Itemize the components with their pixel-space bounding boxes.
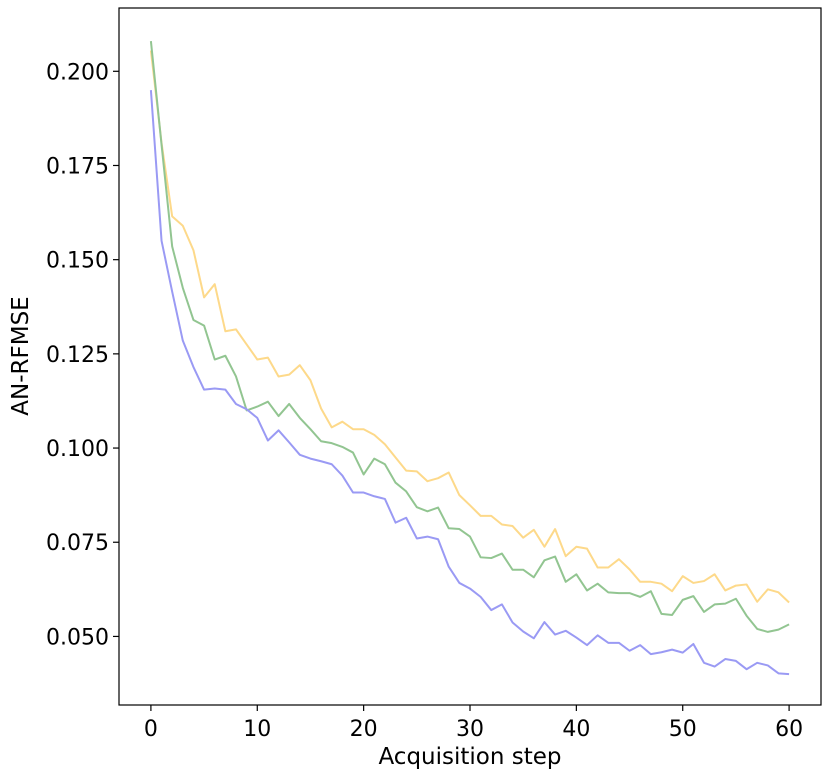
y-tick-label: 0.200 xyxy=(46,60,109,85)
series-line-1 xyxy=(149,50,790,604)
x-tick-label: 40 xyxy=(562,717,590,742)
y-tick-label: 0.150 xyxy=(46,249,109,274)
x-tick-label: 30 xyxy=(456,717,484,742)
y-axis-label: AN-RFMSE xyxy=(8,296,34,415)
x-tick-label: 10 xyxy=(243,717,271,742)
y-tick-label: 0.125 xyxy=(46,343,109,368)
x-tick-label: 20 xyxy=(350,717,378,742)
y-tick-label: 0.050 xyxy=(46,625,109,650)
y-axis: 0.050 0.075 0.100 0.125 0.150 0.175 0.200 xyxy=(46,60,119,650)
x-tick-label: 50 xyxy=(669,717,697,742)
series-line-2 xyxy=(149,41,790,633)
x-axis-label: Acquisition step xyxy=(378,744,561,770)
y-tick-label: 0.100 xyxy=(46,437,109,462)
series-layer xyxy=(149,41,790,676)
y-tick-label: 0.075 xyxy=(46,531,109,556)
x-tick-label: 60 xyxy=(775,717,803,742)
x-axis: 0 10 20 30 40 50 60 xyxy=(144,705,803,742)
y-tick-label: 0.175 xyxy=(46,154,109,179)
series-line-3 xyxy=(149,90,790,676)
x-tick-label: 0 xyxy=(144,717,158,742)
